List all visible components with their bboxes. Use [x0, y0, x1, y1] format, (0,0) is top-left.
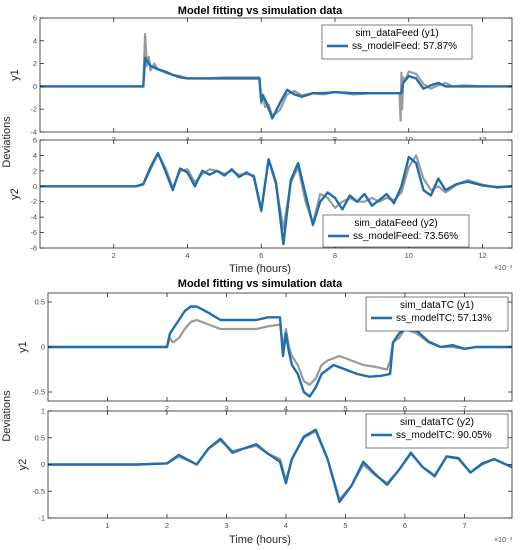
y-tick-label: 4	[33, 151, 37, 160]
x-tick-label: 2	[112, 251, 116, 260]
series-group	[48, 305, 512, 398]
x-tick-label: 4	[185, 135, 189, 144]
series-group	[40, 32, 512, 122]
y-tick-label: -2	[30, 197, 37, 206]
x-tick-label: 1	[105, 404, 109, 413]
series-line-model	[48, 305, 512, 398]
legend-entry: sim_dataFeed (y1)	[355, 28, 438, 39]
x-tick-label: 7	[462, 521, 466, 530]
legend: sim_dataFeed (y1) ss_modelFeed: 57.87%	[321, 24, 473, 60]
x-axis-multiplier: ×10⁻³	[494, 537, 513, 544]
series-line-model	[40, 151, 512, 246]
y-tick-label: 0	[41, 343, 45, 352]
legend-entry: ss_modelFeed: 57.87%	[352, 41, 457, 52]
panel-y-label: y1	[9, 69, 21, 81]
y-tick-label: 0.5	[35, 433, 45, 442]
y-tick-label: 2	[33, 166, 37, 175]
y-tick-label: 2	[33, 59, 37, 68]
series-line-model	[48, 428, 512, 504]
legend-box	[322, 214, 470, 248]
x-axis-label: Time (hours)	[229, 534, 291, 546]
x-tick-label: 3	[224, 521, 228, 530]
panel-y1: 2 4 6 8 10 12 -4 -2 0 2 4 6 y1 sim_dataFeed (y1) ss_mo…	[9, 14, 513, 144]
panel-y-label: y2	[9, 188, 21, 200]
chart-title: Model fitting vs simulation data	[178, 5, 343, 17]
y-tick-label: -4	[30, 128, 37, 137]
x-axis-multiplier: ×10⁻³	[494, 265, 513, 272]
y-tick-label: 6	[33, 136, 37, 145]
series-group	[40, 151, 512, 246]
y-tick-label: 1	[41, 407, 45, 416]
x-tick-label: 12	[478, 135, 486, 144]
panel-y-label: y2	[17, 459, 29, 471]
legend-entry: ss_modelTC: 90.05%	[396, 430, 492, 441]
y-tick-label: 4	[33, 36, 37, 45]
legend-box	[365, 296, 509, 332]
x-tick-label: 4	[284, 521, 288, 530]
y-tick-label: -1	[38, 514, 45, 523]
legend-box	[321, 24, 473, 60]
panel-y-label: y1	[17, 341, 29, 353]
x-tick-label: 6	[403, 521, 407, 530]
legend-entry: sim_dataFeed (y2)	[354, 218, 437, 229]
legend: sim_dataTC (y1) ss_modelTC: 57.13%	[365, 296, 509, 332]
x-tick-label: 5	[343, 404, 347, 413]
plot-frame	[39, 17, 513, 133]
legend-entry: sim_dataTC (y2)	[400, 417, 474, 428]
y-axis-label: Deviations	[1, 390, 13, 442]
y-tick-label: -8	[30, 244, 37, 253]
y-tick-label: 0	[33, 82, 37, 91]
legend-entry: sim_dataTC (y1)	[400, 300, 474, 311]
x-tick-label: 4	[284, 404, 288, 413]
panel-y2: 1 2 3 4 5 6 7 -1 -0.5 0 0.5 1 y2 sim_dataTC (y2) ss_mo…	[17, 407, 513, 530]
y-tick-label: 0.5	[35, 298, 45, 307]
series-group	[48, 428, 512, 504]
x-tick-label: 10	[405, 251, 413, 260]
x-tick-label: 3	[224, 404, 228, 413]
chart-2: Model fitting vs simulation data Deviatio…	[1, 278, 513, 546]
x-tick-label: 8	[333, 251, 337, 260]
series-line-model	[40, 56, 512, 120]
x-tick-label: 6	[259, 135, 263, 144]
x-tick-label: 8	[333, 135, 337, 144]
legend-box	[365, 413, 509, 449]
legend: sim_dataFeed (y2) ss_modelFeed: 73.56%	[322, 214, 470, 248]
legend-entry: ss_modelTC: 57.13%	[396, 313, 492, 324]
legend-entry: ss_modelFeed: 73.56%	[353, 231, 458, 242]
y-tick-label: 0	[33, 182, 37, 191]
x-tick-label: 6	[403, 404, 407, 413]
series-line-sim	[40, 152, 512, 230]
y-tick-label: -0.5	[32, 388, 45, 397]
y-tick-label: -2	[30, 105, 37, 114]
x-tick-label: 7	[462, 404, 466, 413]
y-tick-label: -6	[30, 228, 37, 237]
x-tick-label: 1	[105, 521, 109, 530]
y-tick-label: -4	[30, 213, 37, 222]
panel-y1: 1 2 3 4 5 6 7 -0.5 0 0.5 y1 sim_dataTC (y1) ss_model…	[17, 292, 513, 413]
chart-1: Model fitting vs simulation data Deviatio…	[1, 5, 513, 275]
chart-title: Model fitting vs simulation data	[178, 278, 343, 290]
legend: sim_dataTC (y2) ss_modelTC: 90.05%	[365, 413, 509, 449]
y-tick-label: 0	[41, 460, 45, 469]
y-axis-label: Deviations	[1, 116, 13, 168]
x-tick-label: 2	[165, 404, 169, 413]
x-tick-label: 4	[185, 251, 189, 260]
plot-frame	[39, 139, 513, 249]
x-tick-label: 2	[112, 135, 116, 144]
x-tick-label: 6	[259, 251, 263, 260]
x-tick-label: 10	[405, 135, 413, 144]
x-tick-label: 2	[165, 521, 169, 530]
x-tick-label: 12	[478, 251, 486, 260]
y-tick-label: -0.5	[32, 487, 45, 496]
x-tick-label: 5	[343, 521, 347, 530]
y-tick-label: 6	[33, 14, 37, 23]
x-axis-label: Time (hours)	[229, 263, 291, 275]
